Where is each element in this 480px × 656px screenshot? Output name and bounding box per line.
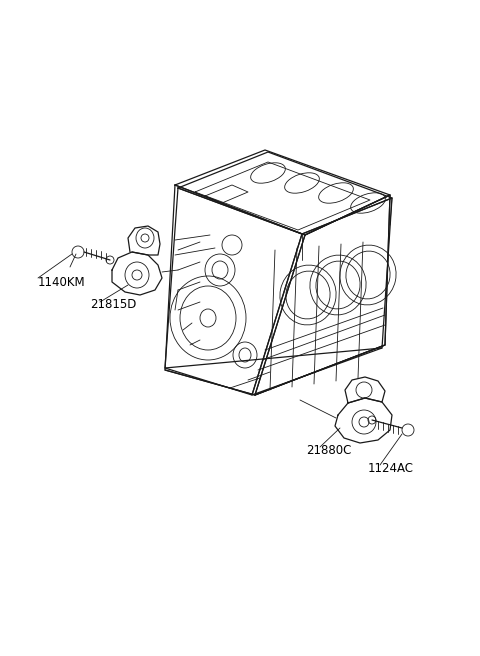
Text: 1140KM: 1140KM — [38, 276, 85, 289]
Text: 21815D: 21815D — [90, 298, 136, 312]
Text: 1124AC: 1124AC — [368, 462, 414, 474]
Text: 21880C: 21880C — [306, 443, 351, 457]
